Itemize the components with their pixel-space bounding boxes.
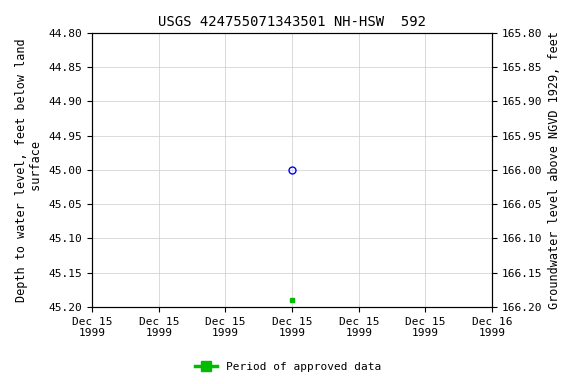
Legend: Period of approved data: Period of approved data (191, 358, 385, 377)
Y-axis label: Groundwater level above NGVD 1929, feet: Groundwater level above NGVD 1929, feet (548, 31, 561, 309)
Y-axis label: Depth to water level, feet below land
 surface: Depth to water level, feet below land su… (15, 38, 43, 302)
Title: USGS 424755071343501 NH-HSW  592: USGS 424755071343501 NH-HSW 592 (158, 15, 426, 29)
